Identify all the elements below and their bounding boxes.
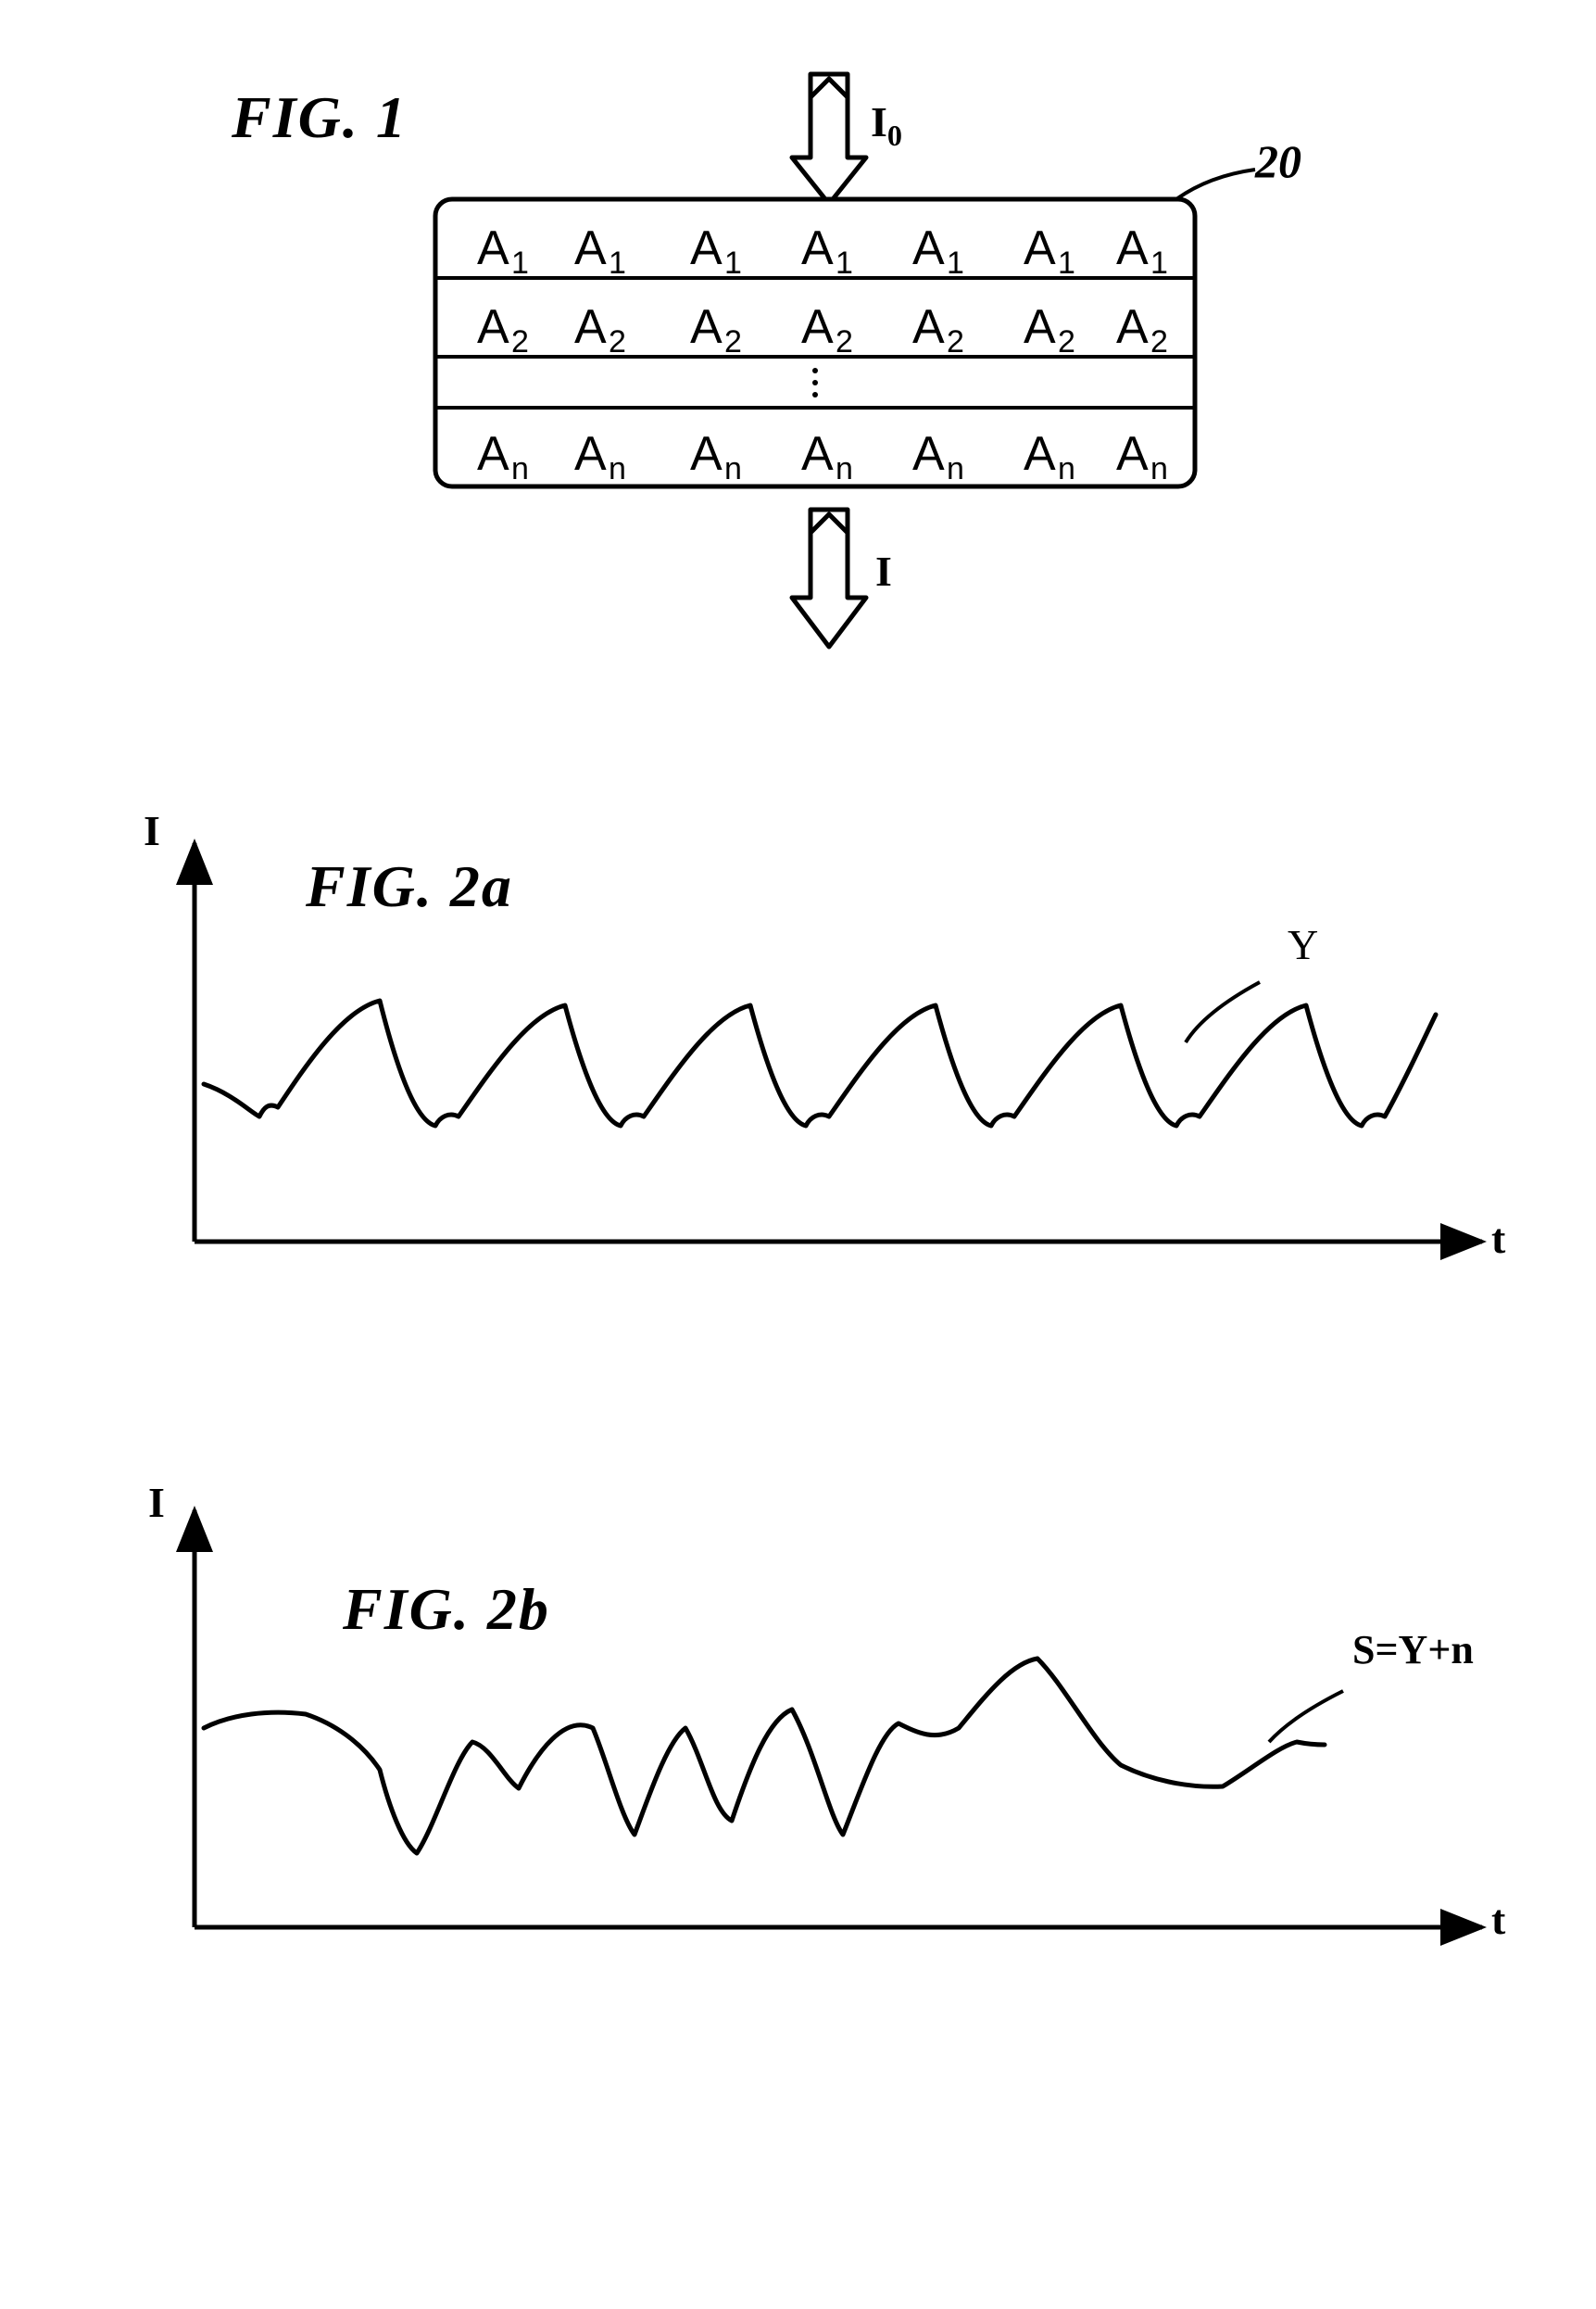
fig2a-y-label: I [144, 806, 160, 855]
svg-text:1: 1 [947, 246, 964, 281]
svg-text:n: n [511, 451, 529, 486]
svg-text:A: A [801, 221, 834, 275]
svg-text:n: n [947, 451, 964, 486]
svg-text:1: 1 [836, 246, 853, 281]
svg-text:n: n [609, 451, 626, 486]
svg-text:A: A [1116, 427, 1149, 481]
svg-text:A: A [801, 300, 834, 354]
svg-text:n: n [724, 451, 742, 486]
svg-text:A: A [574, 221, 607, 275]
svg-text:Y: Y [1288, 921, 1318, 968]
svg-text:A: A [690, 427, 723, 481]
i-label: I [875, 547, 892, 596]
svg-text:2: 2 [511, 324, 529, 360]
svg-text:A: A [1116, 221, 1149, 275]
svg-text:1: 1 [724, 246, 742, 281]
svg-text:2: 2 [1058, 324, 1075, 360]
svg-text:A: A [477, 221, 509, 275]
fig1-label: FIG. 1 [232, 83, 408, 152]
svg-text:2: 2 [609, 324, 626, 360]
fig2b-y-label: I [148, 1478, 165, 1527]
svg-text:A: A [912, 427, 945, 481]
svg-text:A: A [690, 300, 723, 354]
svg-text:2: 2 [1150, 324, 1168, 360]
svg-text:S=Y+n: S=Y+n [1352, 1627, 1474, 1672]
svg-text:1: 1 [609, 246, 626, 281]
svg-text:A: A [1024, 427, 1056, 481]
fig2a-x-label: t [1491, 1214, 1505, 1263]
svg-text:A: A [1024, 221, 1056, 275]
fig1-ref-label: 20 [1255, 134, 1301, 188]
svg-text:A: A [690, 221, 723, 275]
svg-text:A: A [1024, 300, 1056, 354]
svg-text:n: n [1150, 451, 1168, 486]
svg-text:A: A [477, 427, 509, 481]
svg-text:A: A [574, 427, 607, 481]
svg-text:n: n [836, 451, 853, 486]
fig2b-x-label: t [1491, 1895, 1505, 1944]
svg-text:n: n [1058, 451, 1075, 486]
fig1-box: A1 A1 A1 A1 A1 A1 A1 A2 A2 A2 A2 A2 A2 A… [426, 190, 1260, 524]
svg-text:A: A [912, 300, 945, 354]
svg-text:A: A [1116, 300, 1149, 354]
svg-text:1: 1 [1150, 246, 1168, 281]
svg-text:2: 2 [836, 324, 853, 360]
svg-text:A: A [912, 221, 945, 275]
svg-text:2: 2 [947, 324, 964, 360]
fig2a-plot: Y [139, 834, 1510, 1269]
svg-text:1: 1 [1058, 246, 1075, 281]
svg-text:1: 1 [511, 246, 529, 281]
svg-text:A: A [477, 300, 509, 354]
svg-text:2: 2 [724, 324, 742, 360]
i0-label: I0 [871, 97, 902, 153]
svg-text:A: A [801, 427, 834, 481]
svg-text:A: A [574, 300, 607, 354]
fig2b-plot: S=Y+n [139, 1501, 1510, 1955]
